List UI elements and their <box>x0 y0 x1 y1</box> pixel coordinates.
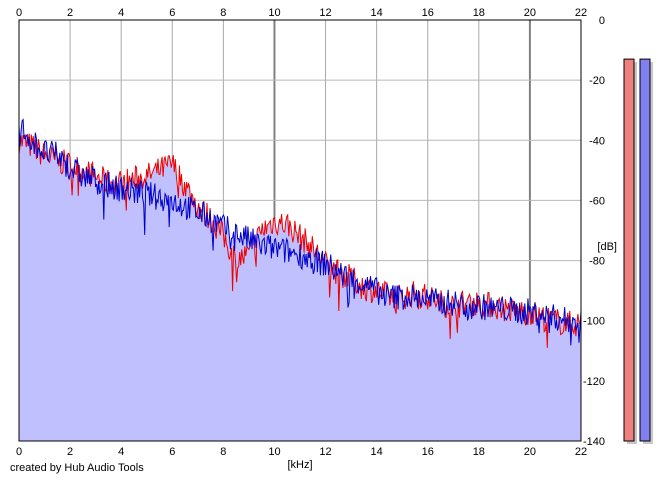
y-tick-label: -40 <box>589 135 605 147</box>
series-line-2 <box>18 118 582 346</box>
x-tick-label-bottom: 8 <box>220 446 226 458</box>
x-tick-label-bottom: 12 <box>319 446 331 458</box>
x-tick-label-top: 20 <box>524 7 536 19</box>
y-tick-label: 0 <box>599 15 605 27</box>
level-meter-1 <box>623 58 635 442</box>
x-tick-label-bottom: 14 <box>371 446 383 458</box>
series-layer <box>18 118 582 348</box>
x-axis-label: [kHz] <box>287 459 312 471</box>
x-tick-label-top: 2 <box>67 7 73 19</box>
y-tick-label: -100 <box>583 316 605 328</box>
spectrum-fill-area <box>19 119 581 441</box>
x-tick-label-top: 14 <box>371 7 383 19</box>
x-tick-label-bottom: 22 <box>575 446 587 458</box>
x-tick-label-bottom: 0 <box>16 446 22 458</box>
x-tick-label-top: 22 <box>575 7 587 19</box>
x-tick-label-top: 8 <box>220 7 226 19</box>
x-tick-label-bottom: 20 <box>524 446 536 458</box>
x-tick-label-bottom: 10 <box>268 446 280 458</box>
y-tick-label: -60 <box>589 195 605 207</box>
x-tick-label-top: 4 <box>118 7 124 19</box>
y-axis-label: [dB] <box>597 241 617 253</box>
y-tick-label: -80 <box>589 256 605 268</box>
y-tick-label: -120 <box>583 376 605 388</box>
x-tick-label-bottom: 4 <box>118 446 124 458</box>
level-meter-2 <box>639 58 651 442</box>
x-tick-label-top: 6 <box>169 7 175 19</box>
credit-text: created by Hub Audio Tools <box>10 462 144 474</box>
x-tick-label-top: 12 <box>319 7 331 19</box>
x-tick-label-bottom: 18 <box>473 446 485 458</box>
x-tick-label-bottom: 6 <box>169 446 175 458</box>
x-tick-label-bottom: 16 <box>422 446 434 458</box>
x-tick-label-bottom: 2 <box>67 446 73 458</box>
x-tick-label-top: 10 <box>268 7 280 19</box>
y-tick-label: -20 <box>589 75 605 87</box>
y-tick-label: -140 <box>583 436 605 448</box>
plot-frame <box>18 19 582 442</box>
level-meters <box>623 58 653 444</box>
x-tick-label-top: 18 <box>473 7 485 19</box>
x-tick-label-top: 16 <box>422 7 434 19</box>
x-tick-label-top: 0 <box>16 7 22 19</box>
tick-labels: 002244668810101212141416161818202022220-… <box>16 7 605 458</box>
